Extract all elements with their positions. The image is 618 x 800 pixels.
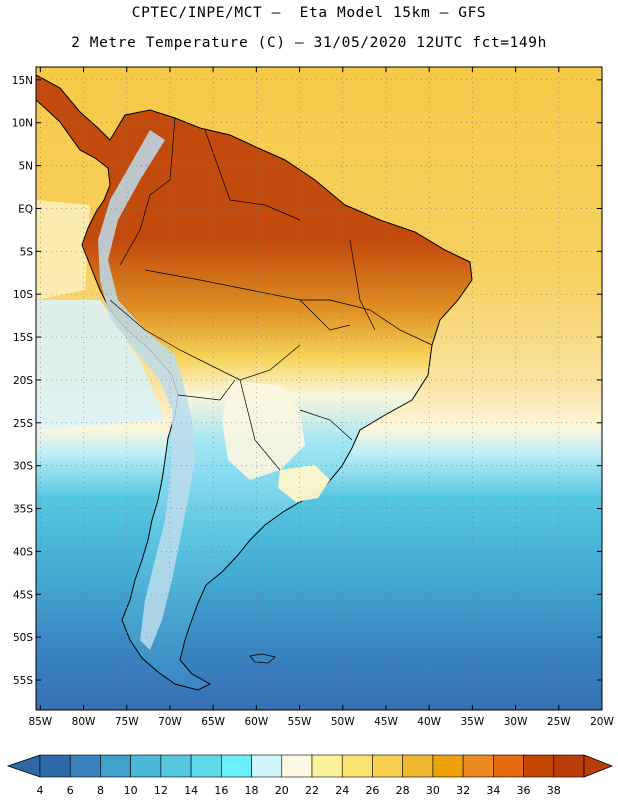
country-borders — [109, 117, 433, 471]
lat-label: 10N — [12, 118, 33, 130]
colorbar-min-arrow — [6, 754, 41, 778]
colorbar-label: 32 — [456, 784, 470, 797]
colorbar-swatch — [281, 754, 313, 778]
lat-label: 15N — [12, 75, 33, 87]
map-frame — [35, 66, 603, 711]
colorbar-swatch — [251, 754, 283, 778]
lon-label: 60W — [244, 716, 268, 728]
lon-label: 40W — [417, 716, 441, 728]
colorbar-swatch — [372, 754, 403, 778]
colorbar-swatch — [100, 754, 131, 778]
colorbar-swatch — [553, 754, 585, 778]
lon-label: 65W — [201, 716, 225, 728]
figure-title: CPTEC/INPE/MCT – Eta Model 15km – GFS — [131, 5, 487, 21]
lat-label: 15S — [13, 332, 33, 344]
colorbar-label: 8 — [97, 784, 104, 797]
lon-label: 85W — [28, 716, 52, 728]
lat-label: EQ — [18, 203, 33, 215]
lon-label: 20W — [590, 716, 614, 728]
colorbar-label: 10 — [124, 784, 138, 797]
lat-label: 5N — [18, 161, 33, 173]
colorbar-label: 30 — [426, 784, 440, 797]
colorbar-label: 28 — [396, 784, 410, 797]
colorbar-label: 20 — [275, 784, 289, 797]
lon-label: 70W — [158, 716, 182, 728]
colorbar-label: 12 — [154, 784, 168, 797]
lon-label: 35W — [461, 716, 485, 728]
colorbar-swatch — [341, 754, 373, 778]
colorbar-label: 4 — [37, 784, 44, 797]
colorbar-max-arrow — [583, 754, 614, 778]
colorbar-label: 16 — [214, 784, 228, 797]
colorbar-swatch — [432, 754, 464, 778]
lat-label: 55S — [13, 675, 33, 687]
lon-label: 25W — [547, 716, 571, 728]
colorbar-label: 18 — [245, 784, 259, 797]
lat-label: 45S — [13, 589, 33, 601]
uruguay-cool-patch — [278, 465, 330, 502]
colorbar-swatch — [221, 754, 252, 778]
lon-label: 30W — [504, 716, 528, 728]
lon-label: 80W — [72, 716, 96, 728]
lat-label: 40S — [13, 546, 33, 558]
colorbar-swatch — [130, 754, 162, 778]
figure-subtitle: 2 Metre Temperature (C) – 31/05/2020 12U… — [71, 35, 547, 51]
latitude-labels: 15N 10N 5N EQ 5S 10S 15S 20S 25S 30S 35S 40S 45S 50S 5… — [12, 75, 34, 687]
lon-label: 75W — [115, 716, 139, 728]
lat-label: 5S — [20, 246, 34, 258]
colorbar-swatch — [190, 754, 222, 778]
colorbar-swatch — [160, 754, 192, 778]
lat-label: 50S — [13, 632, 33, 644]
colorbar-swatch — [402, 754, 434, 778]
colorbar-swatch — [462, 754, 494, 778]
lat-label: 35S — [13, 504, 33, 516]
colorbar-label: 14 — [184, 784, 198, 797]
colorbar-label: 24 — [335, 784, 349, 797]
colorbar-swatch — [69, 754, 101, 778]
lon-label: 50W — [331, 716, 355, 728]
colorbar-label: 36 — [517, 784, 531, 797]
colorbar-swatch — [311, 754, 343, 778]
lon-label: 55W — [288, 716, 312, 728]
colorbar-swatch — [523, 754, 555, 778]
colorbar-label: 22 — [305, 784, 319, 797]
lat-label: 20S — [13, 375, 33, 387]
lat-label: 30S — [13, 461, 33, 473]
colorbar: 4 6 8 10 12 14 16 18 20 22 24 26 28 30 32 34 36 38 — [6, 754, 614, 797]
colorbar-label: 34 — [486, 784, 500, 797]
lat-label: 25S — [13, 418, 33, 430]
falkland-islands — [249, 653, 276, 664]
colorbar-label: 26 — [365, 784, 379, 797]
lat-label: 10S — [13, 289, 33, 301]
longitude-labels: 85W 80W 75W 70W 65W 60W 55W 50W 45W 40W 35W 30W 25W 2… — [28, 716, 614, 728]
colorbar-label: 38 — [547, 784, 561, 797]
lon-label: 45W — [374, 716, 398, 728]
colorbar-label: 6 — [67, 784, 74, 797]
colorbar-swatch — [39, 754, 71, 778]
argentine-mild-patch — [222, 380, 305, 480]
pacific-cold-tongue — [36, 300, 165, 430]
pacific-warm-band — [36, 200, 90, 300]
colorbar-swatch — [493, 754, 524, 778]
andes-cool-ridge — [98, 130, 195, 650]
